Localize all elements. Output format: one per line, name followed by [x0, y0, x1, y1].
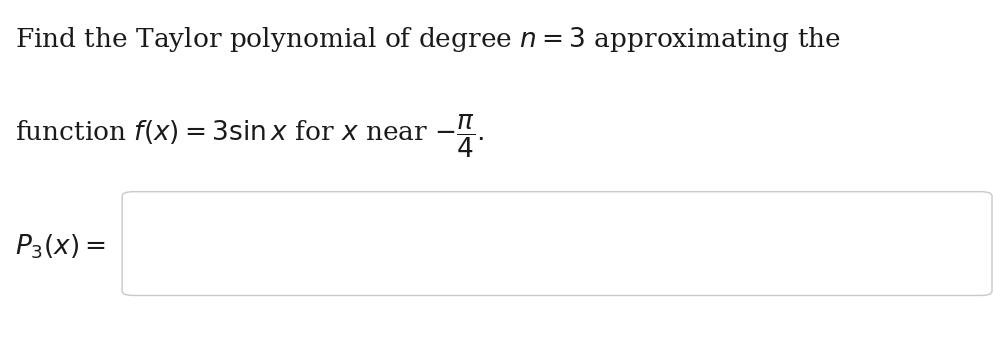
Text: Find the Taylor polynomial of degree $n = 3$ approximating the: Find the Taylor polynomial of degree $n …: [15, 25, 841, 54]
Text: function $f(x) = 3\sin x$ for $x$ near $-\dfrac{\pi}{4}.$: function $f(x) = 3\sin x$ for $x$ near $…: [15, 113, 485, 160]
FancyBboxPatch shape: [122, 192, 992, 295]
Text: $P_3(x) =$: $P_3(x) =$: [15, 233, 106, 261]
